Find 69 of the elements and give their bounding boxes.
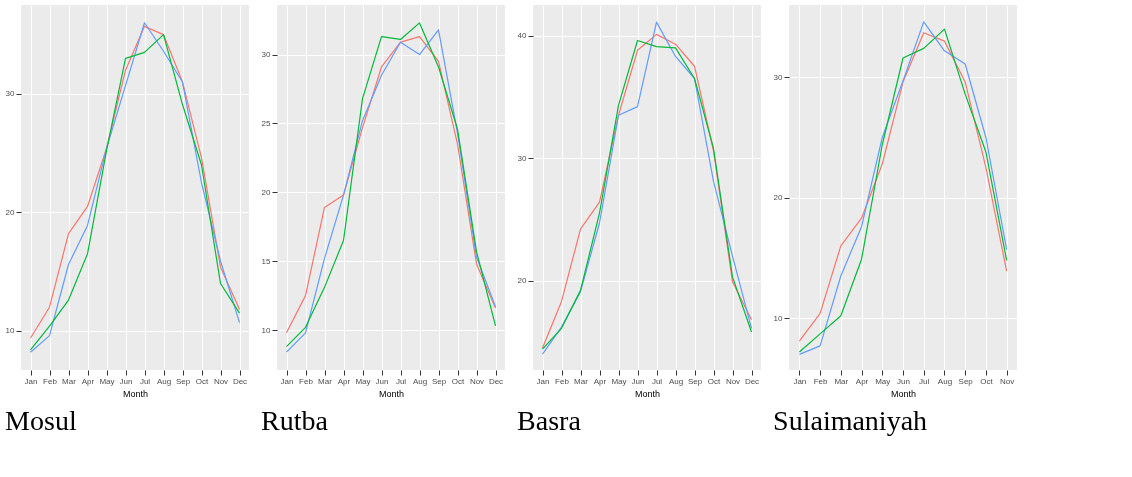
x-tick-label: Nov — [213, 376, 229, 386]
x-tick-label: Jul — [919, 376, 930, 386]
y-tick-label: 30 — [5, 89, 16, 99]
x-tick-label: Oct — [451, 376, 465, 386]
y-tick-label: 20 — [517, 276, 528, 286]
x-tick-label: Nov — [1000, 376, 1015, 386]
x-tick-label: Nov — [725, 376, 741, 386]
y-tick-label: 20 — [773, 193, 784, 203]
y-tick-label: 15 — [261, 256, 272, 266]
x-axis-title: Month — [378, 388, 405, 399]
x-tick-label: Jan — [280, 376, 294, 386]
x-tick-label: Sep — [431, 376, 447, 386]
x-tick-label: Jan — [536, 376, 550, 386]
x-tick-label: Apr — [81, 376, 95, 386]
x-tick-label: Jun — [375, 376, 389, 386]
text: Sulaimaniyah — [773, 405, 928, 436]
x-tick-label: Feb — [555, 376, 570, 386]
x-tick-label: Jul — [139, 376, 151, 386]
x-tick-label: Dec — [488, 376, 504, 386]
x-tick-label: Aug — [156, 376, 172, 386]
x-tick-label: May — [875, 376, 891, 386]
x-tick-label: Dec — [232, 376, 248, 386]
x-tick-label: May — [99, 376, 115, 386]
x-tick-label: May — [611, 376, 627, 386]
x-tick-label: Apr — [337, 376, 351, 386]
text: Rutba — [261, 405, 329, 436]
text: Mosul — [5, 405, 77, 436]
y-tick-label: 20 — [5, 207, 16, 217]
x-tick-label: Aug — [412, 376, 428, 386]
text: Basra — [517, 405, 582, 436]
x-tick-label: Jun — [119, 376, 133, 386]
x-tick-label: Nov — [469, 376, 485, 386]
y-tick-label: 20 — [261, 187, 272, 197]
y-tick-label: 10 — [261, 325, 272, 335]
y-tick-label: 30 — [517, 153, 528, 163]
x-tick-label: Jun — [631, 376, 645, 386]
x-tick-label: Sep — [687, 376, 703, 386]
y-tick-label: 30 — [773, 72, 784, 82]
x-tick-label: Feb — [43, 376, 58, 386]
x-tick-label: Sep — [175, 376, 191, 386]
x-tick-label: Feb — [813, 376, 829, 386]
x-tick-label: Jan — [793, 376, 807, 386]
x-tick-label: Mar — [574, 376, 589, 386]
x-axis-title: Month — [890, 388, 917, 399]
x-tick-label: Oct — [980, 376, 994, 386]
x-tick-label: Apr — [855, 376, 869, 386]
x-tick-label: Jan — [24, 376, 38, 386]
x-tick-label: Jun — [897, 376, 910, 386]
x-tick-label: Feb — [299, 376, 314, 386]
x-tick-label: Mar — [318, 376, 333, 386]
x-tick-label: Aug — [668, 376, 684, 386]
x-tick-label: Dec — [744, 376, 760, 386]
y-tick-label: 40 — [517, 31, 528, 41]
y-tick-label: 25 — [261, 118, 272, 128]
x-tick-label: Apr — [593, 376, 607, 386]
x-tick-label: Mar — [834, 376, 849, 386]
x-tick-label: Jul — [651, 376, 663, 386]
x-tick-label: Oct — [195, 376, 209, 386]
x-axis-title: Month — [634, 388, 661, 399]
x-tick-label: Oct — [707, 376, 721, 386]
x-tick-label: Jul — [395, 376, 407, 386]
y-tick-label: 30 — [261, 50, 272, 60]
x-tick-label: Mar — [62, 376, 77, 386]
x-tick-label: Aug — [937, 376, 953, 386]
x-tick-label: May — [355, 376, 371, 386]
x-axis-title: Month — [122, 388, 149, 399]
y-tick-label: 10 — [773, 313, 784, 323]
x-tick-label: Sep — [958, 376, 974, 386]
y-tick-label: 10 — [5, 326, 16, 336]
